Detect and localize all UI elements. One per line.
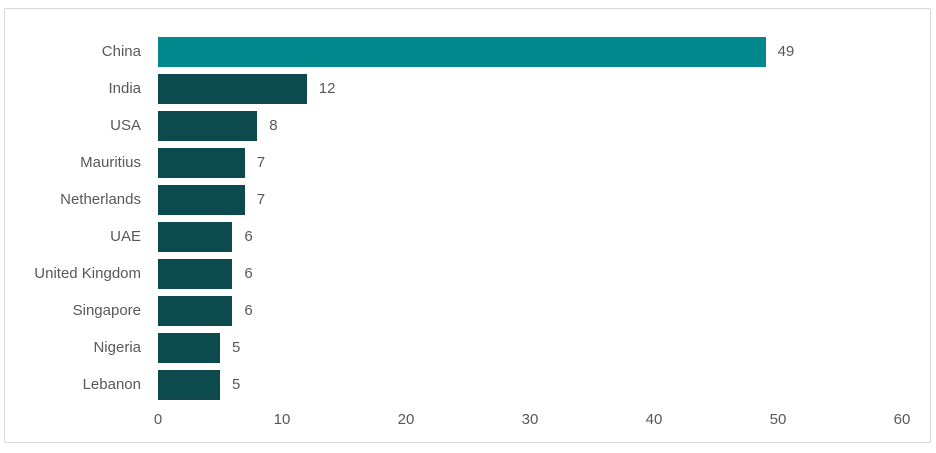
x-tick-label: 10 [273, 411, 291, 428]
bar-row: UAE 6 [5, 218, 930, 255]
bar [158, 184, 245, 215]
x-tick-label: 50 [769, 411, 787, 428]
value-label: 6 [244, 302, 253, 319]
bar-row: Singapore 6 [5, 292, 930, 329]
bar-track: 6 [158, 258, 902, 289]
category-label: China [101, 43, 141, 60]
bar [158, 110, 258, 141]
value-label: 5 [232, 376, 241, 393]
bar-track: 8 [158, 110, 902, 141]
bar [158, 36, 766, 67]
x-tick-label: 30 [521, 411, 539, 428]
bar-row: Nigeria 5 [5, 329, 930, 366]
bar-row: United Kingdom 6 [5, 255, 930, 292]
bar-track: 7 [158, 184, 902, 215]
category-label: United Kingdom [34, 265, 141, 282]
bar-row: China 49 [5, 33, 930, 70]
bar-row: Mauritius 7 [5, 144, 930, 181]
category-label: India [108, 80, 141, 97]
bar-track: 12 [158, 73, 902, 104]
category-label: UAE [110, 228, 141, 245]
bar-track: 5 [158, 369, 902, 400]
x-tick-label: 20 [397, 411, 415, 428]
bar-row: Lebanon 5 [5, 366, 930, 403]
value-label: 49 [777, 43, 795, 60]
category-label: USA [110, 117, 141, 134]
x-tick-label: 40 [645, 411, 663, 428]
bar-row: USA 8 [5, 107, 930, 144]
bar [158, 258, 233, 289]
bar [158, 147, 245, 178]
category-label: Nigeria [93, 339, 141, 356]
chart-frame: China 49 India 12 USA 8 Mauritius 7 Netherlands 7… [4, 8, 931, 443]
bar-track: 7 [158, 147, 902, 178]
bar-rows: China 49 India 12 USA 8 Mauritius 7 Netherlands 7… [5, 33, 930, 403]
value-label: 12 [318, 80, 336, 97]
value-label: 6 [244, 228, 253, 245]
value-label: 8 [269, 117, 278, 134]
x-axis: 0 10 20 30 40 50 60 [154, 409, 911, 431]
bar-track: 6 [158, 221, 902, 252]
bar [158, 295, 233, 326]
bar [158, 221, 233, 252]
bar-row: India 12 [5, 70, 930, 107]
category-label: Netherlands [60, 191, 141, 208]
value-label: 7 [256, 154, 266, 171]
category-label: Singapore [72, 302, 141, 319]
bar-track: 5 [158, 332, 902, 363]
category-label: Lebanon [82, 376, 141, 393]
bar [158, 73, 307, 104]
bar-row: Netherlands 7 [5, 181, 930, 218]
value-label: 6 [244, 265, 253, 282]
x-tick-label: 0 [153, 411, 163, 428]
value-label: 7 [256, 191, 266, 208]
bar-track: 6 [158, 295, 902, 326]
bar [158, 369, 220, 400]
value-label: 5 [232, 339, 241, 356]
bar-track: 49 [158, 36, 902, 67]
category-label: Mauritius [80, 154, 141, 171]
x-tick-label: 60 [893, 411, 911, 428]
bar [158, 332, 220, 363]
